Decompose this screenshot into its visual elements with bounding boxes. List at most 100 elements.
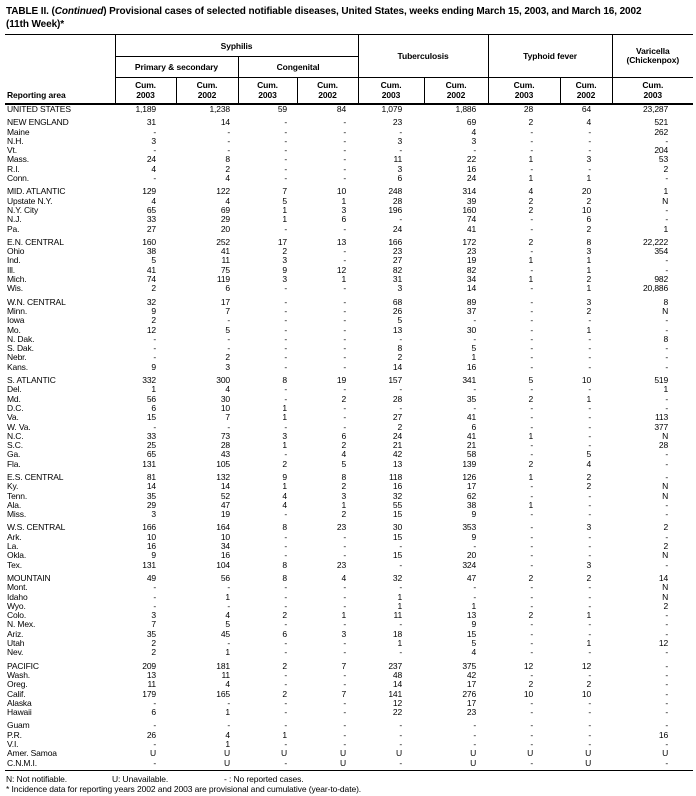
value-cell: - [284,283,287,294]
value-cell: 1 [528,154,534,165]
value-cell: 2 [663,541,669,552]
reporting-area-cell: N.H. [7,135,24,146]
value-cell: 6 [151,707,156,718]
value-cell: 8 [341,471,347,482]
value-cell: 2 [528,195,534,206]
value-cell: 69 [466,117,477,128]
value-cell: - [530,541,534,552]
table-row: Minn. 9 7 - - 26 37 - 2 N [5,305,693,316]
value-cell: - [530,697,534,708]
value-cell: - [284,324,287,335]
value-cell: N [662,591,669,602]
value-cell: - [284,707,287,718]
reporting-area-cell: W.N. CENTRAL [7,296,66,307]
value-cell: 2 [528,236,534,247]
value-cell: - [227,638,230,649]
value-cell: 5 [151,255,156,266]
value-cell: - [588,647,592,658]
reporting-area-cell: Amer. Samoa [7,748,57,759]
value-cell: 521 [654,117,669,128]
value-cell: 2 [225,163,230,174]
reporting-area-cell: S. ATLANTIC [7,375,56,386]
table-row: Guam - - - - - - - - - [5,717,693,731]
table-row: Fla. 131 105 2 5 13 139 2 4 - [5,458,693,469]
value-cell: 1 [586,264,592,275]
value-cell: 12 [146,324,156,335]
value-cell: 16 [220,550,230,561]
value-cell: 1 [397,591,403,602]
value-cell: 2 [528,458,534,469]
table-row: Tenn. 35 52 4 3 32 62 - - N [5,491,693,501]
value-cell: 27 [392,412,403,423]
value-cell: 2 [586,305,592,316]
value-cell: - [343,421,347,432]
reporting-area-cell: Minn. [7,305,28,316]
value-cell: - [284,550,287,561]
value-cell: - [284,352,287,363]
reporting-area-cell: Tex. [7,559,22,570]
value-cell: 4 [341,449,347,460]
value-cell: - [343,296,347,307]
value-cell: - [665,264,669,275]
value-cell: - [665,619,669,630]
value-cell: 6 [151,402,156,413]
value-cell: - [665,402,669,413]
value-cell: - [343,255,347,266]
value-cell: 5 [397,315,403,326]
value-cell: - [665,559,669,570]
value-cell: - [665,647,669,658]
value-cell: - [530,361,534,372]
table-row: N.Y. City 65 69 1 3 196 160 2 10 - [5,204,693,215]
value-cell: - [343,343,347,354]
value-cell: - [343,163,347,174]
value-cell: - [588,707,592,718]
value-cell: 3 [341,204,347,215]
table-row: N.J. 33 29 1 6 - 74 - 6 - [5,214,693,224]
value-cell: 1 [528,173,534,184]
value-cell: 1,238 [209,104,230,114]
value-cell: - [343,223,347,234]
table-row: Kans. 9 3 - - 14 16 - - - [5,361,693,372]
value-cell: - [473,582,477,593]
value-cell: 5 [528,375,534,386]
value-cell: 4 [471,126,477,137]
table-row: Tex. 131 104 8 23 - 324 - 3 - [5,559,693,570]
table-row: D.C. 6 10 1 - - - - - - [5,402,693,413]
value-cell: 4 [586,117,592,128]
value-cell: 9 [471,509,477,520]
value-cell: 160 [142,236,156,247]
value-cell: 1 [586,283,592,294]
col-header-varicella-2003: Cum. 2003 [612,77,694,105]
value-cell: - [665,509,669,520]
value-cell: 1 [341,610,347,621]
value-cell: - [588,333,592,344]
value-cell: - [665,499,669,510]
table-row: Ark. 10 10 - - 15 9 - - - [5,532,693,542]
reporting-area-cell: S.C. [7,440,23,451]
value-cell: 31 [392,274,403,285]
value-cell: 10 [581,688,592,699]
value-cell: 237 [388,660,403,671]
table-row: Conn. - 4 - - 6 24 1 1 - [5,173,693,184]
value-cell: 21 [392,440,403,451]
value-cell: 16 [146,541,156,552]
syphilis-group-header: Syphilis [115,34,359,57]
value-cell: 6 [471,421,477,432]
value-cell: 47 [466,572,477,583]
value-cell: 3 [586,154,592,165]
reporting-area-cell: N. Mex. [7,619,36,630]
reporting-area-cell: Guam [7,720,30,731]
table-row: E.N. CENTRAL 160 252 17 13 166 172 2 8 22,222 [5,234,693,247]
reporting-area-cell: Wyo. [7,600,26,611]
value-cell: 7 [341,660,347,671]
value-cell: 3 [397,283,403,294]
reporting-area-cell: UNITED STATES [7,104,71,114]
varicella-header-line1: Varicella [636,45,670,56]
value-cell: - [530,647,534,658]
value-cell: 26 [146,729,156,740]
value-cell: 13 [466,610,477,621]
value-cell: 4 [586,458,592,469]
value-cell: - [399,402,403,413]
value-cell: 4 [225,729,230,740]
value-cell: - [588,135,592,146]
